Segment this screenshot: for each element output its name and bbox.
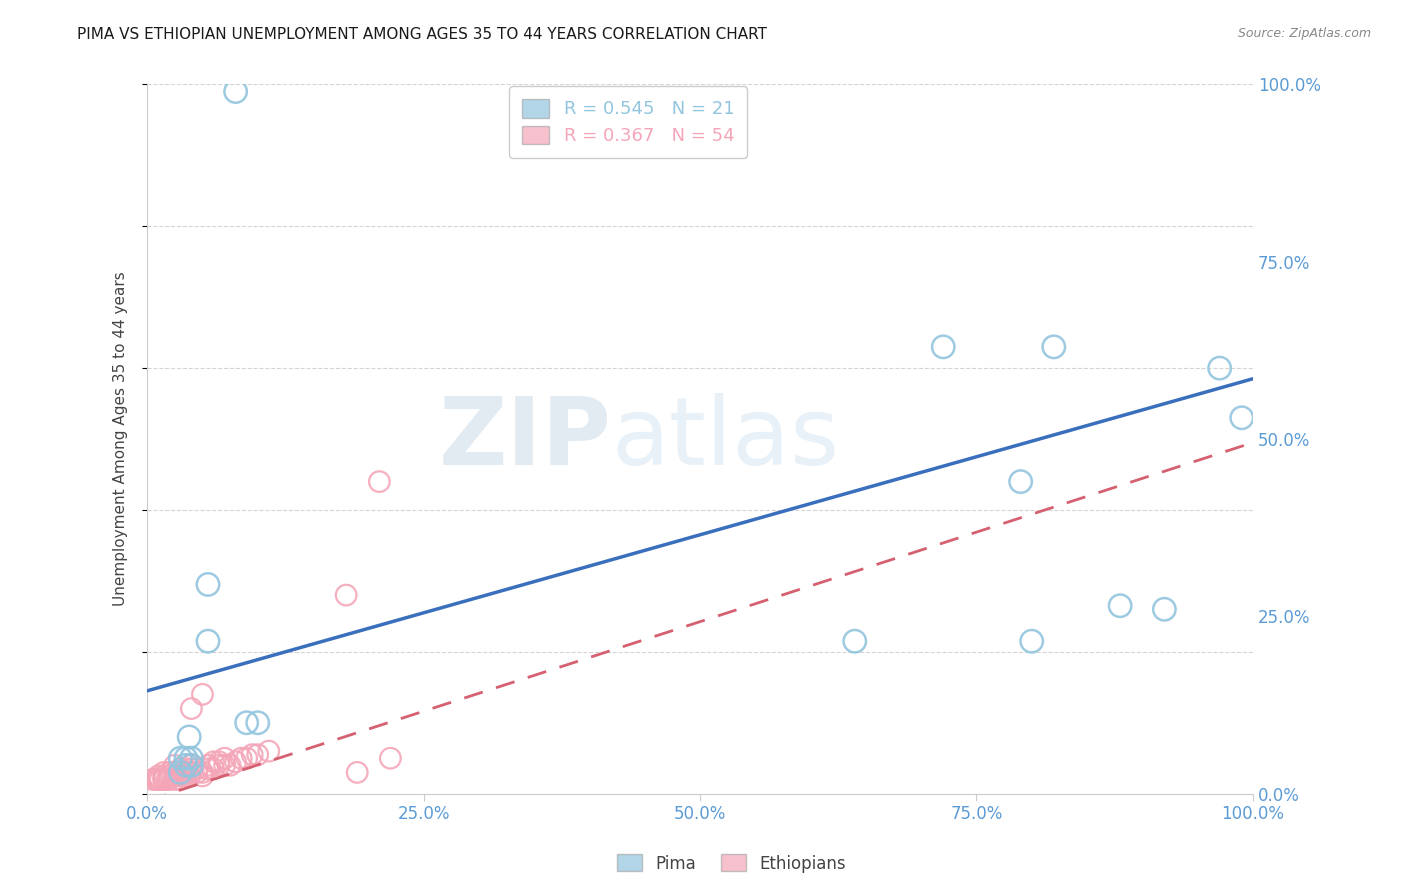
Point — [235, 751, 257, 765]
Point — [163, 758, 186, 772]
Point — [240, 747, 263, 762]
Point — [1010, 475, 1032, 489]
Point — [145, 772, 167, 787]
Point — [169, 765, 191, 780]
Point — [156, 772, 179, 787]
Point — [152, 765, 174, 780]
Text: PIMA VS ETHIOPIAN UNEMPLOYMENT AMONG AGES 35 TO 44 YEARS CORRELATION CHART: PIMA VS ETHIOPIAN UNEMPLOYMENT AMONG AGE… — [77, 27, 768, 42]
Point — [932, 340, 955, 354]
Point — [169, 772, 191, 787]
Point — [180, 765, 202, 780]
Point — [180, 751, 202, 765]
Point — [174, 769, 197, 783]
Point — [180, 762, 202, 776]
Point — [208, 755, 231, 769]
Point — [214, 751, 236, 765]
Point — [191, 687, 214, 701]
Point — [186, 762, 208, 776]
Point — [235, 715, 257, 730]
Legend: Pima, Ethiopians: Pima, Ethiopians — [610, 847, 852, 880]
Point — [148, 769, 170, 783]
Point — [152, 772, 174, 787]
Y-axis label: Unemployment Among Ages 35 to 44 years: Unemployment Among Ages 35 to 44 years — [114, 272, 128, 607]
Point — [380, 751, 402, 765]
Text: atlas: atlas — [612, 393, 839, 485]
Point — [157, 769, 180, 783]
Point — [169, 751, 191, 765]
Point — [246, 747, 269, 762]
Point — [197, 634, 219, 648]
Point — [225, 755, 247, 769]
Text: ZIP: ZIP — [439, 393, 612, 485]
Point — [174, 762, 197, 776]
Point — [214, 758, 236, 772]
Point — [202, 755, 225, 769]
Point — [197, 758, 219, 772]
Point — [148, 772, 170, 787]
Text: Source: ZipAtlas.com: Source: ZipAtlas.com — [1237, 27, 1371, 40]
Point — [180, 758, 202, 772]
Point — [152, 769, 174, 783]
Point — [368, 475, 391, 489]
Point — [169, 769, 191, 783]
Point — [174, 765, 197, 780]
Point — [231, 751, 253, 765]
Point — [219, 758, 242, 772]
Point — [335, 588, 357, 602]
Point — [148, 772, 170, 787]
Point — [157, 772, 180, 787]
Point — [1153, 602, 1175, 616]
Point — [169, 762, 191, 776]
Point — [149, 772, 172, 787]
Point — [180, 765, 202, 780]
Point — [180, 758, 202, 772]
Point — [202, 762, 225, 776]
Point — [186, 765, 208, 780]
Point — [174, 758, 197, 772]
Point — [142, 772, 165, 787]
Point — [225, 85, 247, 99]
Point — [1208, 361, 1230, 376]
Point — [191, 765, 214, 780]
Point — [174, 751, 197, 765]
Point — [346, 765, 368, 780]
Point — [157, 765, 180, 780]
Point — [197, 577, 219, 591]
Point — [163, 769, 186, 783]
Point — [1109, 599, 1132, 613]
Point — [179, 769, 201, 783]
Point — [152, 772, 174, 787]
Point — [246, 715, 269, 730]
Point — [1021, 634, 1043, 648]
Point — [208, 758, 231, 772]
Point — [1043, 340, 1066, 354]
Point — [257, 744, 280, 758]
Legend: R = 0.545   N = 21, R = 0.367   N = 54: R = 0.545 N = 21, R = 0.367 N = 54 — [509, 87, 747, 158]
Point — [1230, 410, 1253, 425]
Point — [180, 701, 202, 715]
Point — [191, 769, 214, 783]
Point — [179, 730, 201, 744]
Point — [844, 634, 866, 648]
Point — [163, 765, 186, 780]
Point — [197, 762, 219, 776]
Point — [163, 772, 186, 787]
